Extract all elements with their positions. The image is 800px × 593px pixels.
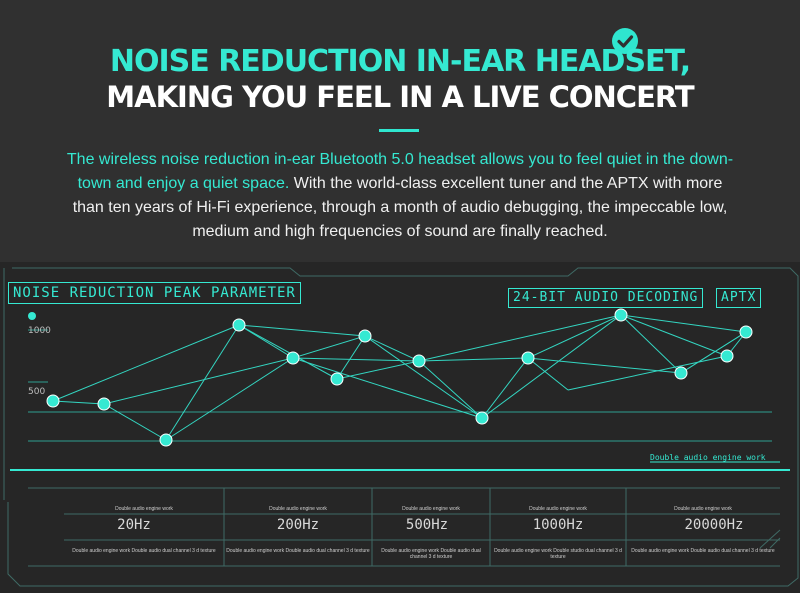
freq-value: 20Hz bbox=[117, 517, 151, 533]
check-circle-icon bbox=[612, 28, 638, 54]
peak-parameter-title: NOISE REDUCTION PEAK PARAMETER bbox=[8, 282, 301, 304]
freq-engine-label: Double audio engine work bbox=[529, 506, 587, 512]
intro-paragraph: The wireless noise reduction in-ear Blue… bbox=[60, 148, 740, 244]
freq-engine-label: Double audio engine work bbox=[402, 506, 460, 512]
freq-value: 20000Hz bbox=[684, 517, 744, 533]
freq-engine-description: Double audio engine work Double audio du… bbox=[226, 548, 370, 554]
intro-highlight: The wireless noise reduction in-ear Blue… bbox=[66, 151, 734, 192]
freq-engine-label: Double audio engine work bbox=[269, 506, 327, 512]
freq-value: 200Hz bbox=[276, 517, 320, 533]
parameter-panel bbox=[0, 262, 800, 593]
engine-deco-text: Double audio engine work bbox=[650, 453, 766, 462]
headline-line-1: NOISE REDUCTION IN-EAR HEADSET, bbox=[109, 44, 691, 79]
freq-engine-description: Double audio engine work Double audio du… bbox=[72, 548, 216, 554]
audio-decoding-title: 24-BIT AUDIO DECODING bbox=[508, 288, 704, 308]
freq-engine-label: Double audio engine work bbox=[115, 506, 173, 512]
y-label-low: 500 bbox=[28, 387, 46, 397]
aptx-badge: APTX bbox=[716, 288, 762, 308]
intro-rest: With the world-class excellent tuner and… bbox=[72, 175, 728, 240]
y-label-high: 1000 bbox=[28, 326, 51, 336]
accent-divider bbox=[379, 129, 419, 132]
freq-engine-description: Double audio engine work Double audio du… bbox=[381, 548, 481, 560]
freq-engine-description: Double audio engine work Double studio d… bbox=[494, 548, 622, 560]
freq-engine-description: Double audio engine work Double audio du… bbox=[631, 548, 775, 554]
freq-value: 500Hz bbox=[405, 517, 449, 533]
freq-value: 1000Hz bbox=[532, 517, 584, 533]
freq-engine-label: Double audio engine work bbox=[674, 506, 732, 512]
headline-line-2: MAKING YOU FEEL IN A LIVE CONCERT bbox=[106, 80, 694, 114]
